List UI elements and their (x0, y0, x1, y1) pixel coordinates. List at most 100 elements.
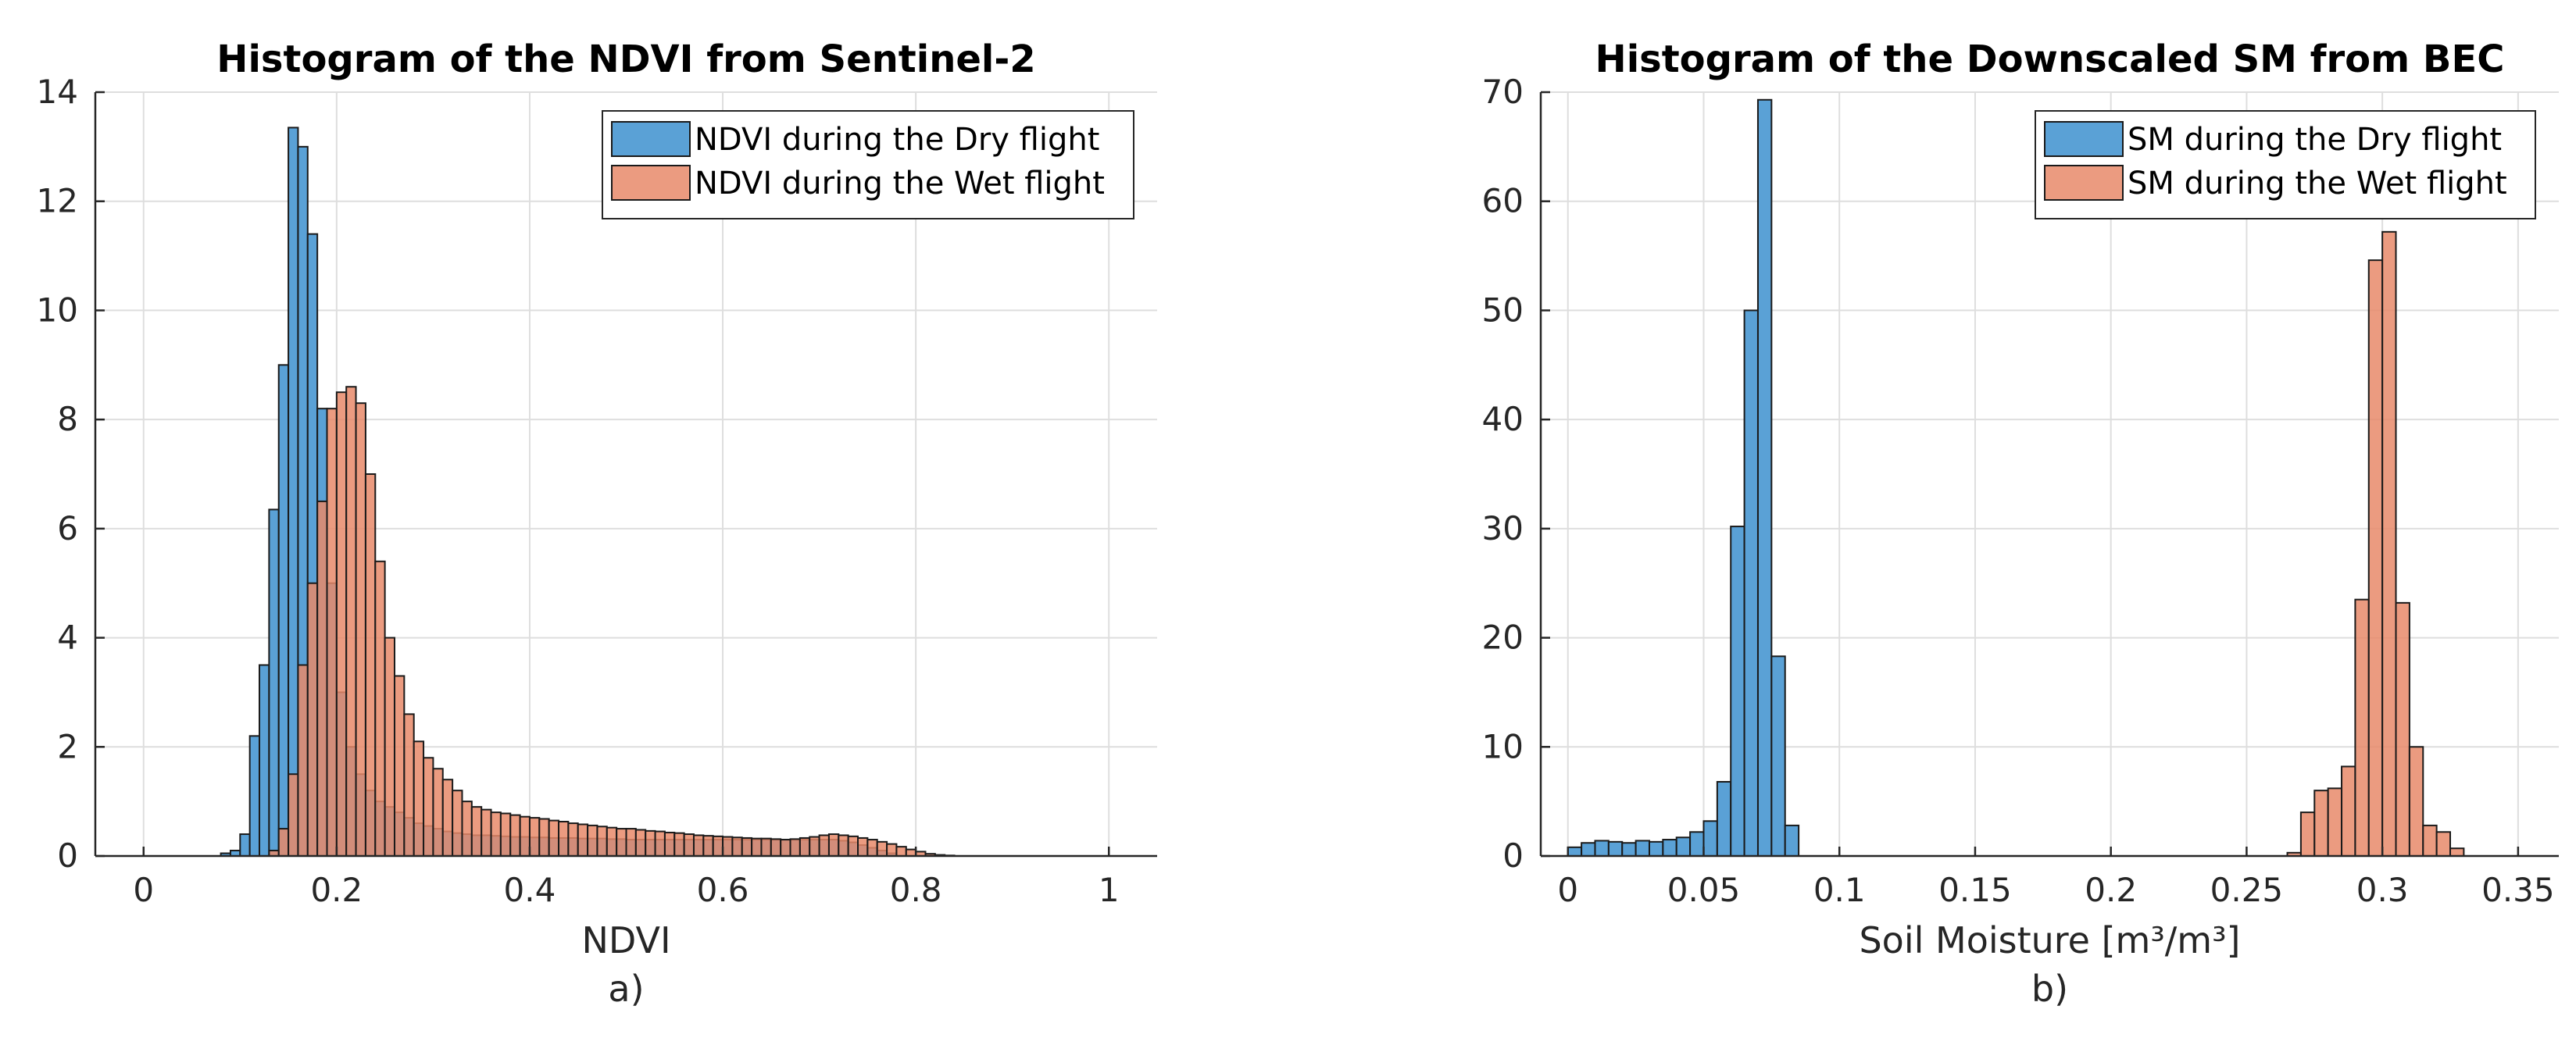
histogram-bar (384, 637, 395, 857)
histogram-bar (558, 820, 570, 857)
x-tick-label: 0.4 (504, 871, 556, 909)
histogram-bar (413, 740, 425, 857)
histogram-bar (403, 713, 415, 857)
x-tick-label: 0.2 (2085, 871, 2137, 909)
histogram-bar (268, 508, 280, 858)
histogram-bar (2381, 230, 2397, 857)
histogram-bar (838, 834, 849, 858)
histogram-bar (393, 675, 406, 857)
legend-swatch (611, 121, 691, 157)
x-tick-label: 0.25 (2210, 871, 2284, 909)
histogram-bar (722, 836, 734, 858)
y-tick-label: 40 (1482, 400, 1524, 438)
legend-box (602, 110, 1134, 219)
histogram-bar (577, 823, 589, 858)
histogram-bar (355, 402, 366, 857)
histogram-bar (645, 829, 656, 858)
histogram-bar (345, 386, 357, 857)
histogram-bar (335, 391, 348, 857)
histogram-bar (809, 836, 820, 858)
histogram-bar (374, 560, 386, 857)
x-tick-label: 0.2 (310, 871, 363, 909)
histogram-bar (692, 834, 705, 858)
legend-label: SM during the Wet flight (2128, 166, 2507, 202)
histogram-bar (827, 833, 840, 857)
histogram-bar (1675, 836, 1692, 857)
histogram-bar (2354, 598, 2370, 858)
panel-label: a) (608, 968, 644, 1010)
histogram-bar (1662, 839, 1677, 857)
histogram-bar (731, 836, 743, 857)
histogram-bar (452, 790, 463, 858)
panel-soil-moisture-histogram: 0 0.05 0.1 0.15 0.2 0.25 0.3 0.35 0 10 20 30 40 50 60 7… (1482, 37, 2559, 1010)
histogram-bar (316, 500, 328, 858)
histogram-bar (712, 835, 724, 858)
legend-label: NDVI during the Wet flight (695, 166, 1105, 202)
histogram-bar (905, 848, 917, 858)
histogram-bar (663, 831, 676, 857)
histogram-bar (818, 834, 830, 858)
histogram-bar (2422, 824, 2438, 858)
x-tick-label: 0.1 (1813, 871, 1866, 909)
histogram-bar (432, 768, 444, 858)
legend-swatch (611, 165, 691, 201)
y-tick-label: 6 (57, 509, 78, 547)
histogram-bar (1756, 98, 1773, 857)
histogram-bar (760, 837, 772, 858)
histogram-bar (847, 835, 859, 858)
legend-swatch (2044, 165, 2124, 201)
histogram-bar (702, 835, 714, 857)
histogram-bar (876, 840, 888, 858)
histogram-bar (1635, 840, 1650, 857)
x-axis-label: NDVI (581, 919, 670, 961)
histogram-bar (2367, 259, 2384, 858)
histogram-bar (288, 773, 299, 858)
histogram-bar (606, 826, 618, 858)
histogram-bar (587, 824, 598, 858)
histogram-bar (567, 822, 579, 857)
histogram-bar (1607, 840, 1624, 858)
histogram-bar (2299, 811, 2316, 857)
histogram-bar (499, 812, 512, 858)
histogram-bar (364, 473, 377, 857)
histogram-bar (277, 828, 290, 857)
histogram-bar (799, 836, 811, 857)
histogram-bar (789, 838, 801, 857)
histogram-bar (2449, 847, 2465, 857)
histogram-bar (857, 836, 869, 857)
legend: NDVI during the Dry flight NDVI during th… (602, 110, 1134, 219)
histogram-bar (1621, 842, 1637, 857)
x-tick-label: 0 (133, 871, 154, 909)
histogram-bar (538, 818, 550, 858)
histogram-bar (277, 364, 290, 857)
x-tick-label: 0.05 (1667, 871, 1741, 909)
x-tick-label: 0.15 (1938, 871, 2012, 909)
histogram-bar (248, 735, 261, 857)
y-tick-label: 0 (57, 836, 78, 875)
histogram-bar (634, 829, 647, 858)
legend-label: SM during the Dry flight (2128, 122, 2502, 158)
histogram-bar (751, 837, 763, 858)
y-tick-label: 0 (1502, 836, 1524, 875)
x-tick-label: 1 (1099, 871, 1120, 909)
histogram-bar (548, 819, 560, 858)
histogram-bar (423, 757, 434, 857)
x-axis-label: Soil Moisture [m³/m³] (1859, 919, 2240, 961)
histogram-bar (683, 833, 695, 857)
histogram-bar (1784, 824, 1800, 858)
histogram-bar (470, 806, 483, 857)
histogram-bar (461, 801, 473, 857)
histogram-bar (780, 839, 791, 857)
histogram-bar (306, 582, 319, 857)
histogram-bar (741, 836, 753, 857)
histogram-bar (654, 830, 666, 858)
histogram-bar (1716, 780, 1732, 857)
y-tick-label: 12 (37, 182, 78, 220)
legend: SM during the Dry flight SM during the We… (2035, 110, 2536, 219)
histogram-bar (1743, 309, 1759, 857)
series-wet (2286, 230, 2465, 858)
histogram-bar (1770, 655, 1786, 858)
histogram-bar (2435, 831, 2452, 857)
y-tick-label: 50 (1482, 291, 1524, 329)
